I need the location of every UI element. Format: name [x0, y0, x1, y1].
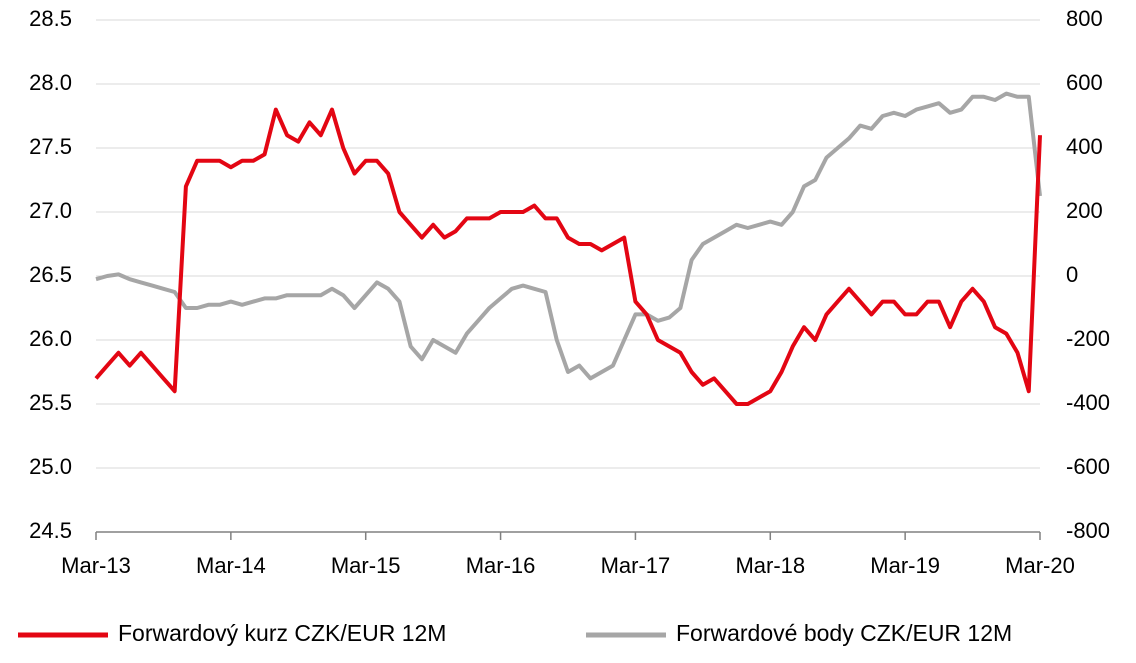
- y-tick-label: 28.5: [29, 6, 72, 31]
- y-tick-label: 26.5: [29, 262, 72, 287]
- y-tick-label: 27.5: [29, 134, 72, 159]
- y-tick-label: 26.0: [29, 326, 72, 351]
- y2-tick-label: -600: [1066, 454, 1110, 479]
- series-line: [95, 91, 1042, 381]
- y2-tick-label: -800: [1066, 518, 1110, 543]
- x-tick-label: Mar-14: [196, 553, 266, 578]
- y2-tick-label: -200: [1066, 326, 1110, 351]
- y-tick-label: 25.5: [29, 390, 72, 415]
- y2-tick-label: 0: [1066, 262, 1078, 287]
- x-tick-label: Mar-17: [601, 553, 671, 578]
- y2-tick-label: 600: [1066, 70, 1103, 95]
- y2-tick-label: 400: [1066, 134, 1103, 159]
- y-tick-label: 24.5: [29, 518, 72, 543]
- x-tick-label: Mar-16: [466, 553, 536, 578]
- legend-label: Forwardové body CZK/EUR 12M: [676, 620, 1012, 646]
- y2-tick-label: -400: [1066, 390, 1110, 415]
- series-line: [94, 107, 1042, 406]
- x-tick-label: Mar-13: [61, 553, 131, 578]
- y-tick-label: 25.0: [29, 454, 72, 479]
- x-tick-label: Mar-19: [870, 553, 940, 578]
- y-tick-label: 28.0: [29, 70, 72, 95]
- y2-tick-label: 200: [1066, 198, 1103, 223]
- y-tick-label: 27.0: [29, 198, 72, 223]
- legend-label: Forwardový kurz CZK/EUR 12M: [118, 620, 446, 646]
- x-tick-label: Mar-15: [331, 553, 401, 578]
- y2-tick-label: 800: [1066, 6, 1103, 31]
- x-tick-label: Mar-18: [735, 553, 805, 578]
- x-tick-label: Mar-20: [1005, 553, 1075, 578]
